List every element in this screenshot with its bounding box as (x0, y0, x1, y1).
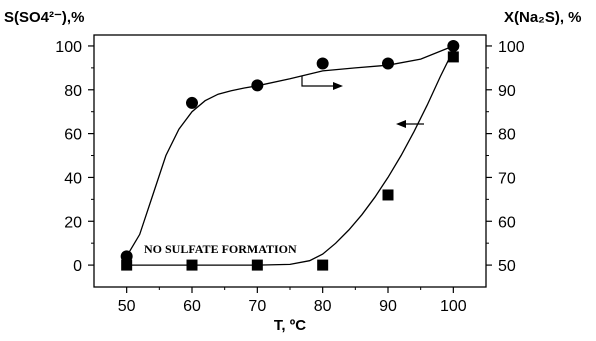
x-tick-label: 50 (118, 298, 136, 315)
x-tick-label: 60 (183, 298, 201, 315)
right-y-axis-title: X(Na₂S), % (504, 9, 582, 26)
left-y-axis-title: S(SO4²⁻),% (4, 9, 84, 26)
circle-data-point (251, 79, 264, 92)
x-axis-ticks: 50 60 70 80 90 100 (118, 287, 467, 315)
left-y-tick-label: 0 (73, 258, 82, 275)
circle-data-point (382, 57, 394, 70)
left-y-tick-label: 20 (64, 214, 82, 231)
right-y-tick-label: 60 (498, 214, 516, 231)
right-axis-arrow (301, 76, 343, 90)
right-y-axis-ticks: 50 60 70 80 90 100 (486, 39, 525, 275)
left-y-tick-label: 80 (64, 83, 82, 100)
data-markers (120, 39, 460, 271)
left-axis-arrow (396, 120, 424, 128)
x-tick-label: 70 (248, 298, 266, 315)
left-y-tick-label: 100 (55, 39, 82, 56)
square-data-point (317, 259, 329, 271)
left-y-tick-label: 60 (64, 127, 82, 144)
right-y-tick-label: 90 (498, 83, 516, 100)
left-y-axis-ticks: 0 20 40 60 80 100 (55, 39, 94, 275)
right-y-tick-label: 70 (498, 170, 516, 187)
square-data-point (186, 259, 198, 271)
circle-data-point (316, 57, 329, 70)
left-y-tick-label: 40 (64, 170, 82, 187)
right-y-tick-label: 80 (498, 127, 516, 144)
x-tick-label: 100 (440, 298, 467, 315)
square-data-point (121, 259, 133, 271)
x-tick-label: 90 (379, 298, 397, 315)
x-axis-title: T, ºC (274, 317, 306, 334)
square-data-point (382, 189, 394, 201)
annotation-no-sulfate: NO SULFATE FORMATION (144, 242, 297, 256)
circle-data-point (120, 250, 133, 263)
circle-data-point (447, 39, 460, 52)
x-tick-label: 80 (314, 298, 332, 315)
circle-data-point (186, 96, 198, 109)
circle-series-fit-curve (126, 45, 454, 257)
right-y-tick-label: 100 (498, 39, 525, 56)
square-data-point (251, 259, 263, 271)
right-y-tick-label: 50 (498, 258, 516, 275)
square-data-point (447, 51, 459, 63)
square-series-fit-curve (126, 50, 454, 266)
